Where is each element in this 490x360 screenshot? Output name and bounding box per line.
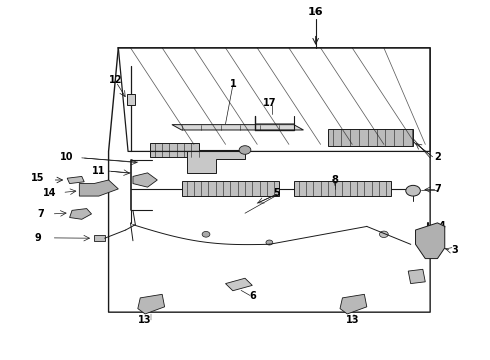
Text: 17: 17 [263,98,276,108]
Text: 4: 4 [439,221,446,231]
Polygon shape [172,125,303,130]
Text: 13: 13 [345,315,359,325]
Bar [294,181,391,196]
Text: 7: 7 [434,184,441,194]
Circle shape [202,231,210,237]
Circle shape [379,231,388,238]
Text: 6: 6 [249,291,256,301]
Polygon shape [138,294,165,314]
Text: 12: 12 [109,75,122,85]
Text: 5: 5 [273,188,280,198]
Circle shape [406,185,420,196]
Polygon shape [187,152,245,173]
Text: 9: 9 [35,233,41,243]
Polygon shape [225,278,252,291]
Circle shape [423,227,433,234]
Circle shape [266,240,273,245]
Circle shape [239,146,251,154]
Polygon shape [67,176,84,184]
Text: 2: 2 [434,152,441,162]
Text: 3: 3 [451,245,458,255]
Text: 11: 11 [92,166,105,176]
Text: 16: 16 [308,7,323,17]
Bar [127,94,135,105]
Polygon shape [408,269,425,284]
Text: 7: 7 [37,209,44,219]
Text: 10: 10 [60,152,74,162]
Text: 15: 15 [31,173,45,183]
Text: 14: 14 [43,188,57,198]
Polygon shape [340,294,367,314]
Text: 13: 13 [138,315,152,325]
Bar [150,143,199,157]
Polygon shape [133,173,157,187]
Polygon shape [70,208,92,219]
Text: 8: 8 [332,175,339,185]
Polygon shape [79,180,118,196]
Bar [328,129,413,146]
Polygon shape [416,223,445,258]
Text: 1: 1 [229,78,236,89]
Bar [94,235,105,242]
Bar [182,181,279,196]
